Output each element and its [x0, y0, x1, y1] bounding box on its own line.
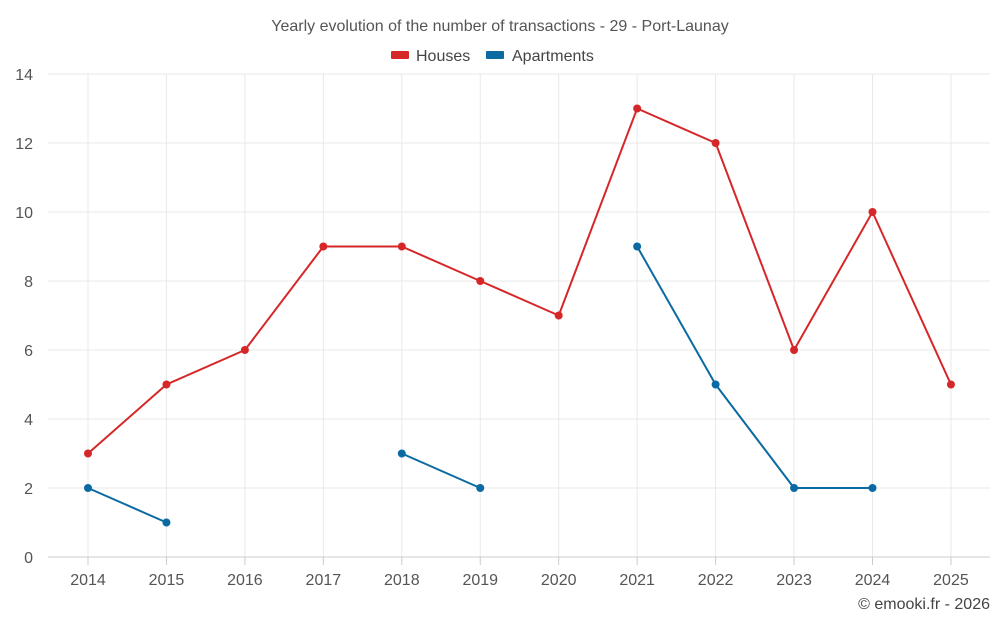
x-tick-label: 2014 [70, 572, 106, 589]
series-line-apartments [87, 487, 167, 524]
chart-title: Yearly evolution of the number of transa… [271, 18, 728, 35]
series-line-houses [87, 107, 952, 455]
tick-labels: 0 2 4 6 8 10 12 14 2014 2015 2016 2017 2018 2019 2020 2… [15, 67, 969, 589]
y-tick-label: 10 [15, 205, 33, 222]
point-houses-2022[interactable] [711, 139, 720, 147]
point-apartments-2022[interactable] [711, 380, 720, 389]
point-houses-2016[interactable] [240, 346, 249, 354]
point-houses-2023[interactable] [790, 346, 799, 354]
x-tick-label: 2025 [933, 572, 969, 589]
point-houses-2014[interactable] [84, 449, 92, 458]
legend-item-apartments[interactable]: Apartments [486, 48, 594, 65]
point-apartments-2019[interactable] [476, 484, 485, 492]
axes [48, 556, 990, 565]
x-tick-label: 2019 [462, 572, 498, 589]
x-tick-label: 2017 [306, 572, 342, 589]
series-apartments [84, 242, 877, 527]
y-tick-label: 4 [24, 412, 33, 429]
y-tick-label: 14 [15, 67, 33, 84]
series [84, 104, 955, 527]
legend-item-houses[interactable]: Houses [391, 48, 470, 65]
x-tick-label: 2022 [698, 572, 734, 589]
point-apartments-2015[interactable] [162, 518, 171, 527]
point-houses-2019[interactable] [476, 277, 485, 285]
series-line-apartments [636, 246, 873, 489]
point-houses-2021[interactable] [633, 104, 642, 113]
point-houses-2017[interactable] [319, 242, 328, 251]
legend-swatch-apartments [486, 51, 504, 59]
legend: Houses Apartments [391, 48, 594, 65]
point-houses-2024[interactable] [868, 208, 877, 216]
y-tick-label: 0 [24, 550, 33, 567]
point-apartments-2014[interactable] [84, 484, 92, 492]
point-apartments-2021[interactable] [633, 242, 642, 251]
point-houses-2015[interactable] [162, 380, 171, 389]
x-tick-label: 2016 [227, 572, 263, 589]
legend-swatch-houses [391, 51, 409, 59]
x-tick-label: 2024 [855, 572, 891, 589]
point-houses-2025[interactable] [946, 380, 955, 389]
series-houses [84, 104, 955, 458]
point-houses-2020[interactable] [554, 311, 563, 320]
y-tick-label: 12 [15, 136, 33, 153]
credit-text: © emooki.fr - 2026 [858, 596, 990, 613]
legend-label-apartments: Apartments [512, 48, 594, 65]
grid [48, 73, 990, 557]
x-tick-label: 2021 [619, 572, 655, 589]
point-apartments-2018[interactable] [397, 449, 406, 458]
x-tick-label: 2018 [384, 572, 420, 589]
y-tick-label: 6 [24, 343, 33, 360]
y-tick-label: 8 [24, 274, 33, 291]
point-apartments-2023[interactable] [790, 484, 799, 492]
x-tick-label: 2015 [149, 572, 185, 589]
point-apartments-2024[interactable] [868, 484, 877, 492]
y-tick-label: 2 [24, 481, 33, 498]
legend-label-houses: Houses [416, 48, 470, 65]
series-line-apartments [401, 452, 481, 489]
point-houses-2018[interactable] [397, 242, 406, 251]
x-tick-label: 2023 [776, 572, 812, 589]
x-tick-label: 2020 [541, 572, 577, 589]
